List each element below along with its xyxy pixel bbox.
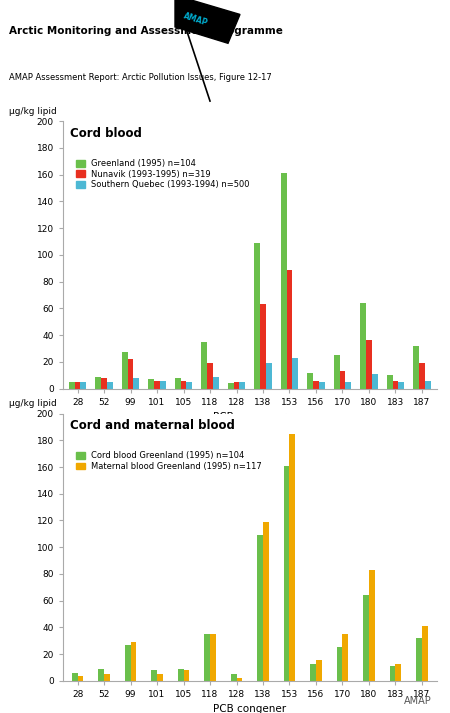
Bar bbox=[307, 372, 313, 389]
Bar bbox=[398, 382, 404, 389]
Text: μg/kg lipid: μg/kg lipid bbox=[9, 399, 57, 408]
Legend: Cord blood Greenland (1995) n=104, Maternal blood Greenland (1995) n=117: Cord blood Greenland (1995) n=104, Mater… bbox=[75, 450, 264, 473]
Bar bbox=[239, 382, 245, 389]
Bar bbox=[160, 381, 166, 389]
Bar bbox=[122, 352, 128, 389]
Bar bbox=[387, 375, 392, 389]
Bar bbox=[396, 664, 401, 681]
Bar bbox=[292, 358, 298, 389]
Bar bbox=[178, 669, 184, 681]
Bar bbox=[207, 363, 213, 389]
Bar bbox=[254, 243, 260, 389]
Bar bbox=[101, 378, 107, 389]
Bar bbox=[125, 645, 130, 681]
Text: Cord and maternal blood: Cord and maternal blood bbox=[71, 419, 235, 432]
Bar bbox=[266, 363, 272, 389]
Bar bbox=[287, 270, 292, 389]
Bar bbox=[154, 381, 160, 389]
Bar bbox=[390, 666, 396, 681]
Bar bbox=[342, 634, 348, 681]
Bar bbox=[157, 674, 163, 681]
Bar bbox=[257, 535, 263, 681]
Text: AMAP Assessment Report: Arctic Pollution Issues, Figure 12-17: AMAP Assessment Report: Arctic Pollution… bbox=[9, 73, 272, 82]
Bar bbox=[204, 634, 210, 681]
Bar bbox=[104, 674, 110, 681]
Bar bbox=[366, 341, 372, 389]
Polygon shape bbox=[175, 0, 240, 43]
Bar bbox=[134, 378, 140, 389]
Bar bbox=[151, 670, 157, 681]
Bar bbox=[281, 173, 287, 389]
Bar bbox=[128, 359, 134, 389]
Bar bbox=[98, 669, 104, 681]
Text: AMAP: AMAP bbox=[183, 11, 209, 27]
Bar bbox=[337, 647, 342, 681]
Bar bbox=[289, 434, 295, 681]
Bar bbox=[175, 378, 180, 389]
Bar bbox=[237, 678, 243, 681]
Bar bbox=[148, 379, 154, 389]
Bar bbox=[213, 376, 219, 389]
Text: Arctic Monitoring and Assessment Programme: Arctic Monitoring and Assessment Program… bbox=[9, 26, 283, 36]
Bar bbox=[81, 382, 86, 389]
Bar bbox=[228, 383, 234, 389]
Bar bbox=[72, 673, 77, 681]
Bar bbox=[310, 664, 316, 681]
Bar bbox=[234, 382, 239, 389]
Bar bbox=[340, 371, 346, 389]
Bar bbox=[313, 381, 319, 389]
Bar bbox=[319, 382, 325, 389]
Text: μg/kg lipid: μg/kg lipid bbox=[9, 106, 57, 116]
Bar bbox=[346, 382, 351, 389]
Text: AMAP: AMAP bbox=[404, 696, 432, 706]
Bar bbox=[416, 638, 422, 681]
Bar bbox=[392, 381, 398, 389]
Bar bbox=[419, 363, 425, 389]
Bar bbox=[130, 642, 136, 681]
Text: Cord blood: Cord blood bbox=[71, 126, 142, 140]
Bar bbox=[369, 570, 375, 681]
Bar bbox=[210, 634, 216, 681]
Bar bbox=[372, 374, 378, 389]
Bar bbox=[422, 626, 428, 681]
Legend: Greenland (1995) n=104, Nunavik (1993-1995) n=319, Southern Quebec (1993-1994) n: Greenland (1995) n=104, Nunavik (1993-19… bbox=[75, 158, 252, 191]
Bar bbox=[231, 674, 237, 681]
Bar bbox=[75, 382, 81, 389]
Bar bbox=[413, 346, 419, 389]
Bar bbox=[334, 355, 340, 389]
Bar bbox=[284, 466, 289, 681]
X-axis label: PCB congener: PCB congener bbox=[213, 412, 286, 422]
Bar bbox=[316, 660, 322, 681]
Bar bbox=[180, 381, 186, 389]
Bar bbox=[77, 676, 83, 681]
Bar bbox=[186, 382, 192, 389]
Bar bbox=[360, 303, 366, 389]
Bar bbox=[263, 522, 269, 681]
Bar bbox=[260, 304, 266, 389]
Bar bbox=[201, 342, 207, 389]
Bar bbox=[69, 382, 75, 389]
Bar bbox=[95, 376, 101, 389]
Bar bbox=[107, 382, 113, 389]
Bar bbox=[184, 670, 189, 681]
Bar bbox=[425, 381, 431, 389]
X-axis label: PCB congener: PCB congener bbox=[213, 704, 286, 713]
Bar bbox=[363, 595, 369, 681]
